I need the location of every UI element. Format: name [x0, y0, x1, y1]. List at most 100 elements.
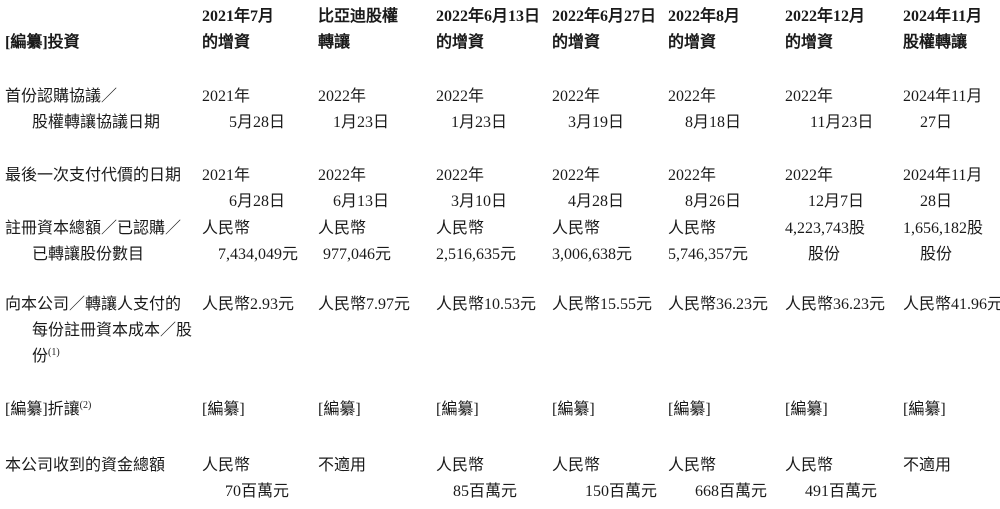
table-cell-line: 人民幣	[202, 220, 251, 237]
column-header-line: 2021年7月	[202, 8, 275, 25]
row-label-line: 每份註冊資本成本／股	[32, 322, 193, 339]
table-cell: 人民幣15.55元	[552, 292, 652, 318]
table-cell-line: [編纂]	[903, 401, 946, 418]
table-cell: 2022年 11月23日	[785, 84, 873, 136]
table-cell-line: 人民幣	[552, 220, 601, 237]
table-cell: 人民幣 150百萬元	[552, 453, 657, 505]
column-header-line: 2024年11月	[903, 8, 983, 25]
header-label-line: [編纂]投資	[5, 34, 80, 51]
row-label: 最後一次支付代價的日期	[5, 163, 181, 189]
table-cell-line: 人民幣	[785, 457, 834, 474]
column-header: 2024年11月 股權轉讓	[903, 4, 982, 56]
table-cell-line: 3月19日	[568, 114, 625, 131]
footnote-marker: (1)	[48, 347, 60, 358]
table-cell: 2022年 6月13日	[318, 163, 389, 215]
table-cell-line: 人民幣	[436, 220, 485, 237]
table-cell-line: 5,746,357元	[668, 246, 749, 263]
row-label-line: 註冊資本總額／已認購／	[5, 220, 182, 237]
table-cell-line: 人民幣10.53元	[436, 296, 537, 313]
column-header-line: 的增資	[668, 34, 717, 51]
table-cell: 人民幣 491百萬元	[785, 453, 877, 505]
table-cell-line: 2022年	[785, 167, 834, 184]
table-cell-line: 2021年	[202, 167, 251, 184]
table-cell: 人民幣36.23元	[785, 292, 885, 318]
table-cell: 1,656,182股 股份	[903, 216, 983, 268]
table-cell-line: 人民幣36.23元	[785, 296, 886, 313]
column-header-line: 的增資	[202, 34, 251, 51]
table-cell: 人民幣7.97元	[318, 292, 410, 318]
column-header-line: 股權轉讓	[903, 34, 968, 51]
table-cell-line: 2022年	[318, 88, 367, 105]
table-cell: [編纂]	[668, 397, 711, 423]
header-label: [編纂]投資	[5, 4, 80, 56]
table-cell-line: 2022年	[668, 88, 717, 105]
table-cell-line: 3,006,638元	[552, 246, 633, 263]
row-label: [編纂]折讓(2)	[5, 397, 91, 423]
table-cell: [編纂]	[552, 397, 595, 423]
table-cell-line: 3月10日	[451, 193, 508, 210]
row-label-line: 首份認購協議／	[5, 88, 118, 105]
table-cell-line: 人民幣	[552, 457, 601, 474]
table-cell: 人民幣 2,516,635元	[436, 216, 516, 268]
table-cell-line: 6月28日	[229, 193, 286, 210]
row-label-line: 向本公司／轉讓人支付的	[5, 296, 182, 313]
table-cell: 人民幣 5,746,357元	[668, 216, 748, 268]
column-header: 2022年8月 的增資	[668, 4, 740, 56]
table-cell: 人民幣10.53元	[436, 292, 536, 318]
table-cell: 人民幣 3,006,638元	[552, 216, 632, 268]
table-cell: 人民幣 70百萬元	[202, 453, 289, 505]
table-cell: 2022年 1月23日	[436, 84, 507, 136]
table-cell-line: 人民幣2.93元	[202, 296, 295, 313]
table-cell-line: 150百萬元	[585, 483, 658, 500]
table-cell-line: 668百萬元	[695, 483, 768, 500]
table-cell-line: 人民幣	[318, 220, 367, 237]
table-cell-line: 人民幣	[668, 220, 717, 237]
table-cell-line: [編纂]	[202, 401, 245, 418]
table-cell-line: 12月7日	[808, 193, 865, 210]
row-label-line: [編纂]折讓(2)	[5, 400, 92, 419]
table-cell-line: 人民幣7.97元	[318, 296, 411, 313]
table-cell-line: 人民幣41.96元	[903, 296, 1000, 313]
table-cell-line: 2,516,635元	[436, 246, 517, 263]
row-label: 首份認購協議／ 股權轉讓協議日期	[5, 84, 160, 136]
column-header: 比亞迪股權 轉讓	[318, 4, 398, 56]
table-cell-line: 7,434,049元	[218, 246, 299, 263]
table-cell-line: 11月23日	[810, 114, 874, 131]
column-header-line: 2022年6月27日	[552, 8, 657, 25]
table-cell-line: 2024年11月	[903, 88, 983, 105]
table-cell-line: 4,223,743股	[785, 220, 866, 237]
table-cell-line: [編纂]	[318, 401, 361, 418]
table-cell-line: 1月23日	[451, 114, 508, 131]
table-cell-line: 人民幣	[436, 457, 485, 474]
table-cell-line: 2022年	[552, 167, 601, 184]
table-cell: 2024年11月 27日	[903, 84, 982, 136]
table-cell: 人民幣 85百萬元	[436, 453, 517, 505]
column-header-line: 的增資	[552, 34, 601, 51]
row-label: 註冊資本總額／已認購／ 已轉讓股份數目	[5, 216, 181, 268]
table-cell: [編纂]	[318, 397, 361, 423]
table-cell: 2022年 3月10日	[436, 163, 507, 215]
row-label-line: 已轉讓股份數目	[32, 246, 145, 263]
table-cell-line: 6月13日	[333, 193, 390, 210]
table-cell-line: 2022年	[785, 88, 834, 105]
table-cell-line: 2021年	[202, 88, 251, 105]
table-cell-line: 491百萬元	[805, 483, 878, 500]
table-cell-line: 2024年11月	[903, 167, 983, 184]
table-cell: [編纂]	[436, 397, 479, 423]
column-header-line: 2022年8月	[668, 8, 741, 25]
table-cell: 2022年 3月19日	[552, 84, 624, 136]
table-cell-line: 2022年	[318, 167, 367, 184]
table-cell-line: 2022年	[552, 88, 601, 105]
footnote-marker: (2)	[79, 400, 92, 411]
table-cell-line: 8月26日	[685, 193, 742, 210]
table-cell-line: 不適用	[903, 457, 952, 474]
column-header-line: 轉讓	[318, 34, 351, 51]
table-cell: 人民幣 977,046元	[318, 216, 391, 268]
table-cell-line: [編纂]	[785, 401, 828, 418]
table-cell-line: 2022年	[436, 88, 485, 105]
row-label-line: 最後一次支付代價的日期	[5, 167, 182, 184]
table-cell: 人民幣2.93元	[202, 292, 294, 318]
row-label: 向本公司／轉讓人支付的 每份註冊資本成本／股 份(1)	[5, 292, 192, 370]
table-cell: [編纂]	[785, 397, 828, 423]
table-cell-line: 70百萬元	[225, 483, 290, 500]
